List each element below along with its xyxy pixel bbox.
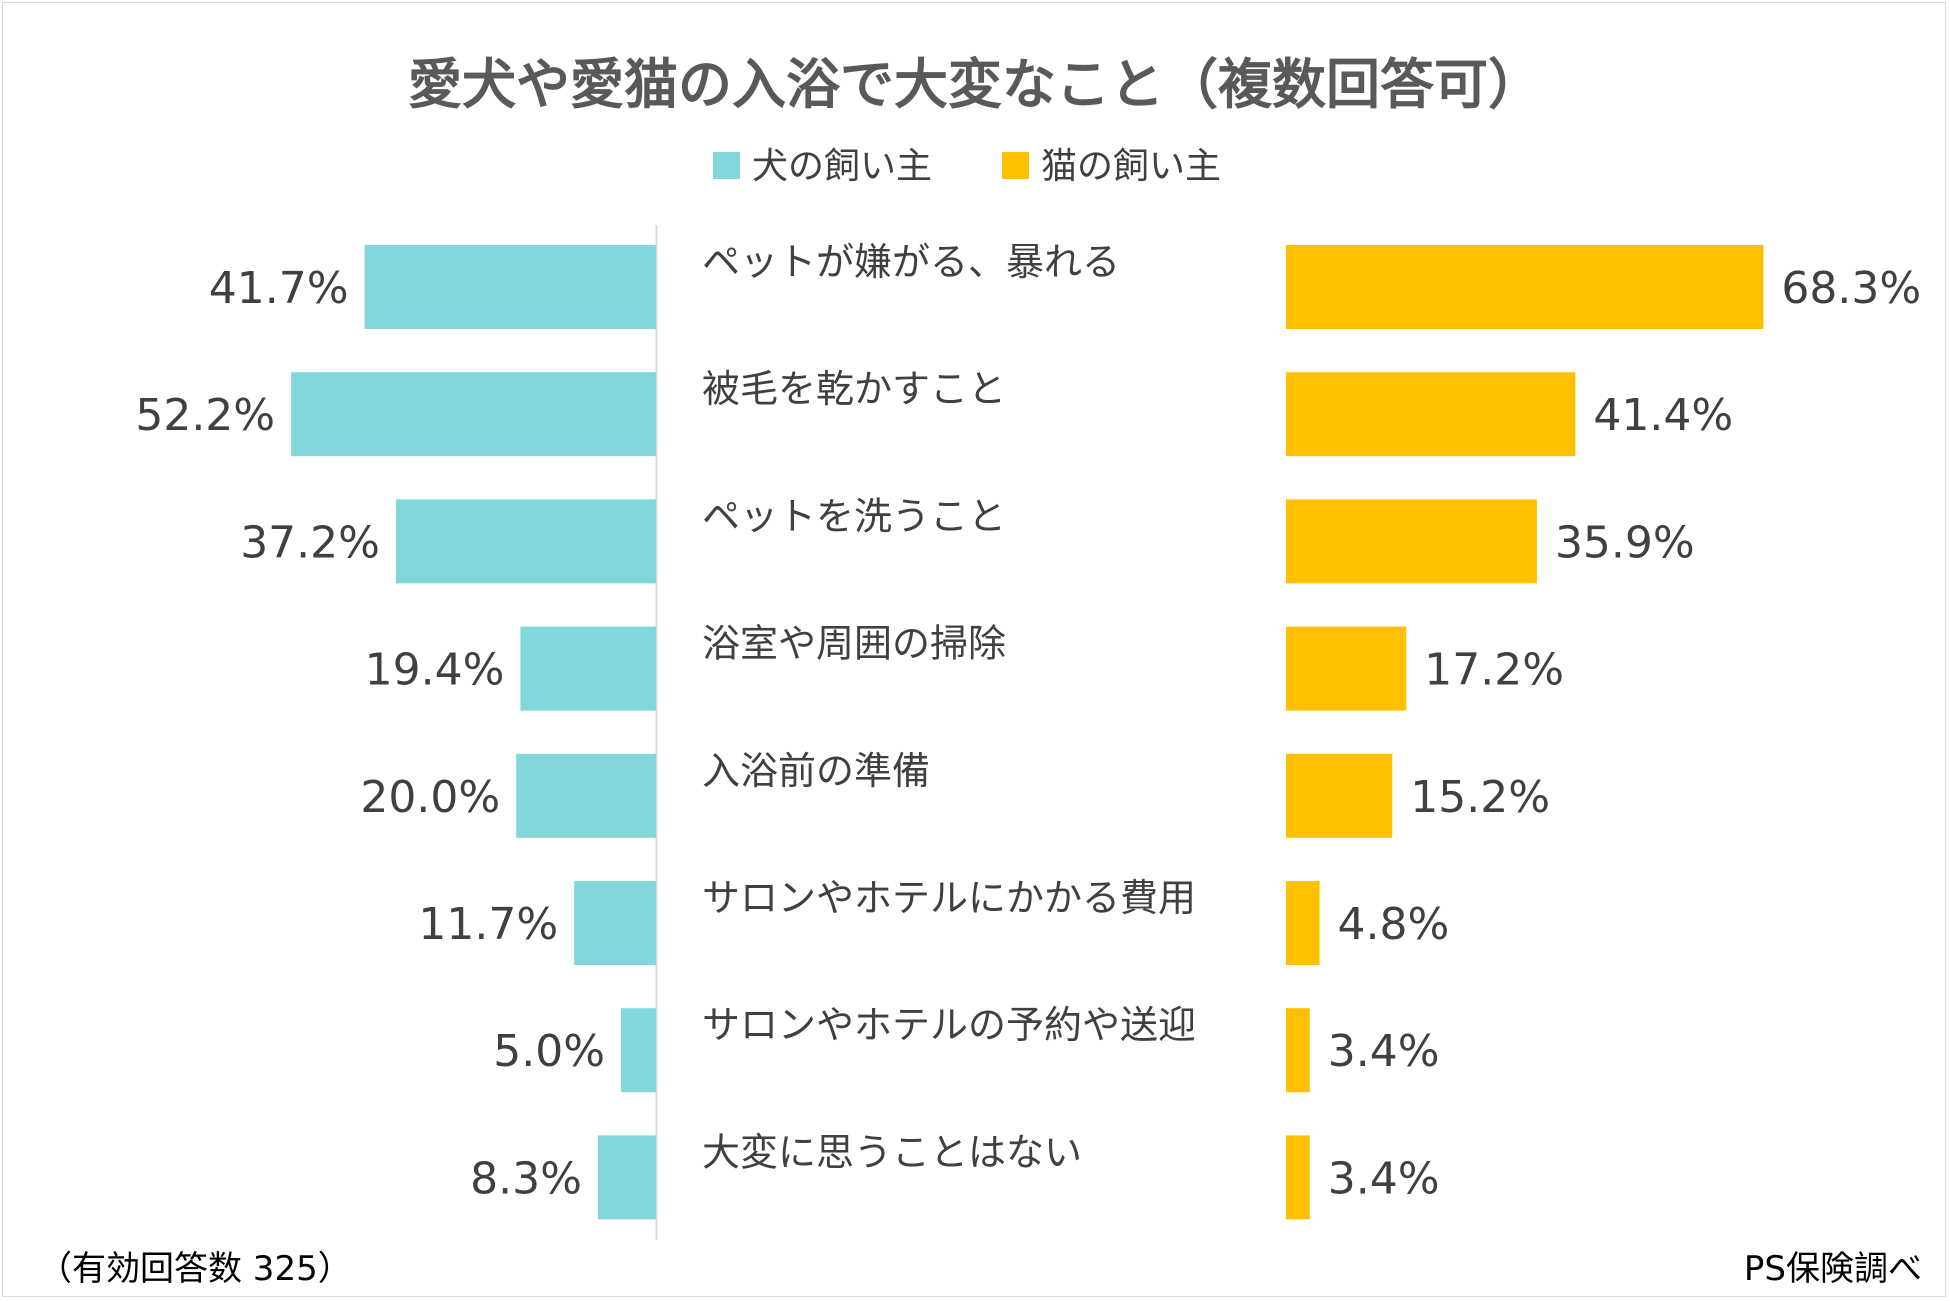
legend-swatch-dog (713, 152, 740, 179)
category-label: 浴室や周囲の掃除 (702, 622, 1006, 666)
legend-label-dog: 犬の飼い主 (752, 146, 932, 187)
cat-bar (1286, 372, 1576, 457)
dog-value-label: 11.7% (418, 899, 558, 950)
category-label: 入浴前の準備 (702, 749, 930, 793)
legend-label-cat: 猫の飼い主 (1041, 146, 1221, 187)
cat-value-label: 3.4% (1328, 1026, 1440, 1077)
dog-bar (395, 499, 656, 584)
dog-value-label: 52.2% (135, 390, 275, 441)
cat-bar (1286, 1135, 1310, 1220)
sample-size-note: （有効回答数 325） (38, 1249, 352, 1289)
dog-bar (364, 245, 656, 329)
dog-value-label: 20.0% (360, 772, 500, 823)
category-label: 被毛を乾かすこと (702, 367, 1006, 411)
legend-swatch-cat (1002, 152, 1029, 179)
category-label: ペットが嫌がる、暴れる (702, 240, 1120, 284)
cat-bar (1286, 626, 1407, 711)
chart-title: 愛犬や愛猫の入浴で大変なこと（複数回答可） (408, 53, 1542, 116)
cat-value-label: 3.4% (1328, 1153, 1440, 1204)
cat-bar (1286, 1008, 1310, 1093)
dog-bar (621, 1008, 656, 1093)
dog-bar (516, 753, 656, 838)
cat-value-label: 68.3% (1781, 263, 1921, 314)
dog-bar (597, 1135, 656, 1220)
legend: 犬の飼い主 猫の飼い主 (713, 146, 1221, 187)
dog-bar (574, 881, 656, 965)
dog-value-label: 8.3% (470, 1153, 582, 1204)
category-label: 大変に思うことはない (702, 1130, 1082, 1174)
cat-bar (1286, 753, 1393, 838)
dog-bar (520, 626, 656, 711)
cat-value-label: 35.9% (1555, 517, 1695, 568)
category-label: ペットを洗うこと (702, 494, 1006, 538)
bar-group: ペットが嫌がる、暴れる 41.7% 68.3% 被毛を乾かすこと 52.2% 41.4% ペ… (135, 240, 1921, 1220)
dog-value-label: 37.2% (240, 517, 380, 568)
cat-value-label: 4.8% (1338, 899, 1450, 950)
cat-bar (1286, 245, 1764, 329)
dog-value-label: 19.4% (365, 645, 505, 696)
cat-value-label: 15.2% (1410, 772, 1550, 823)
category-label: サロンやホテルの予約や送迎 (702, 1003, 1196, 1047)
source-note: PS保険調べ (1744, 1249, 1922, 1289)
cat-value-label: 17.2% (1424, 645, 1564, 696)
category-label: サロンやホテルにかかる費用 (702, 876, 1196, 920)
dog-bar (291, 372, 656, 457)
dog-value-label: 5.0% (493, 1026, 605, 1077)
cat-value-label: 41.4% (1593, 390, 1733, 441)
cat-bar (1286, 881, 1320, 965)
cat-bar (1286, 499, 1537, 584)
dog-value-label: 41.7% (209, 263, 349, 314)
